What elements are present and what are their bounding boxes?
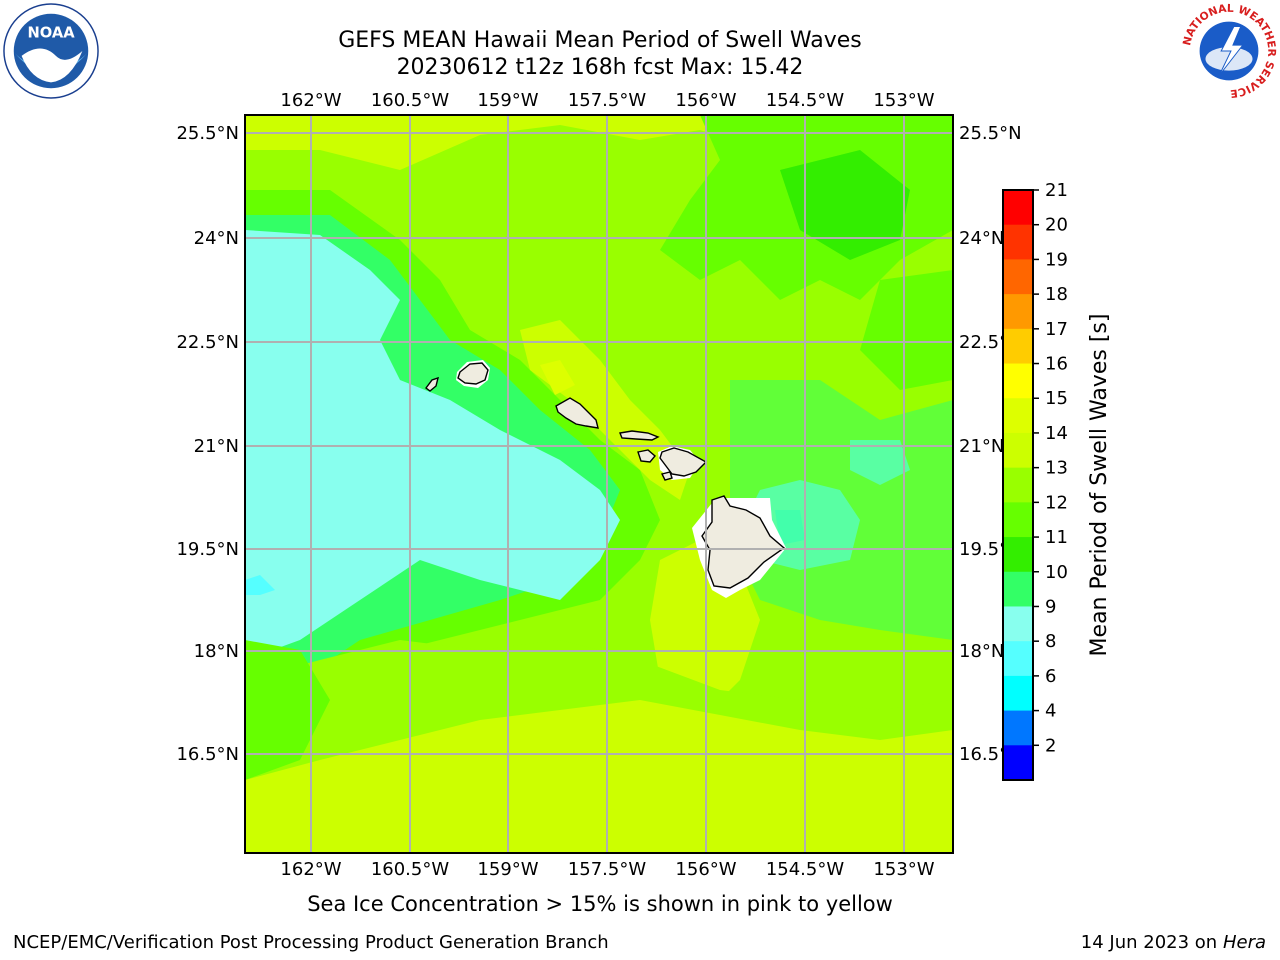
producer-credit: NCEP/EMC/Verification Post Processing Pr…	[13, 932, 609, 953]
lat-label-left: 19.5°N	[176, 539, 239, 560]
lat-label-right: 18°N	[959, 641, 1004, 662]
colorbar-tick-label: 20	[1045, 215, 1068, 236]
colorbar-segment	[1003, 259, 1033, 295]
colorbar-segment	[1003, 294, 1033, 330]
colorbar-segment	[1003, 224, 1033, 260]
lon-label-top: 160.5°W	[371, 90, 450, 111]
colorbar-segment	[1003, 675, 1033, 712]
colorbar-segment	[1003, 641, 1033, 677]
lon-label-bottom: 160.5°W	[371, 859, 450, 880]
island-kahoolawe	[660, 471, 673, 481]
colorbar-tick-label: 8	[1045, 631, 1056, 652]
colorbar-tick-label: 14	[1045, 423, 1068, 444]
island-niihau	[425, 376, 439, 392]
colorbar-tick-label: 6	[1045, 666, 1056, 687]
contour-6-8-west	[245, 575, 275, 595]
lon-label-bottom: 153°W	[873, 859, 934, 880]
lat-label-right: 25.5°N	[959, 123, 1022, 144]
date-text: 14 Jun 2023 on	[1080, 932, 1218, 953]
swell-period-field	[245, 115, 953, 853]
colorbar-segment	[1003, 328, 1033, 365]
lon-label-bottom: 157.5°W	[568, 859, 647, 880]
colorbar-tick-label: 11	[1045, 527, 1068, 548]
colorbar-tick-label: 4	[1045, 701, 1056, 722]
colorbar-segment	[1003, 190, 1033, 226]
svg-text:NOAA: NOAA	[27, 24, 75, 41]
colorbar-tick-label: 9	[1045, 596, 1056, 617]
island-maui	[659, 447, 708, 477]
contour-11-12-sw	[245, 640, 330, 780]
lon-label-top: 157.5°W	[568, 90, 647, 111]
lat-label-left: 25.5°N	[176, 123, 239, 144]
colorbar-tick-label: 13	[1045, 458, 1068, 479]
lat-label-right: 21°N	[959, 436, 1004, 457]
map-gridlines	[245, 115, 953, 853]
island-molokai	[619, 430, 660, 441]
contour-14-15	[540, 360, 575, 395]
nws-logo: NATIONAL WEATHER SERVICE	[1180, 2, 1278, 100]
map-frame	[244, 114, 954, 854]
lon-label-top: 156°W	[675, 90, 736, 111]
map-subtitle: 20230612 t12z 168h fcst Max: 15.42	[396, 55, 804, 80]
generation-date: 14 Jun 2023 on Hera	[1081, 932, 1266, 953]
lon-label-bottom: 159°W	[477, 859, 538, 880]
colorbar-segment	[1003, 502, 1033, 538]
lat-label-left: 21°N	[194, 436, 239, 457]
noaa-logo: NOAA	[3, 3, 99, 99]
colorbar-tick-label: 17	[1045, 319, 1068, 340]
lat-label-left: 22.5°N	[176, 332, 239, 353]
lon-label-bottom: 156°W	[675, 859, 736, 880]
contour-11-12-ne	[860, 270, 953, 390]
lon-label-bottom: 154.5°W	[766, 859, 845, 880]
map-title: GEFS MEAN Hawaii Mean Period of Swell Wa…	[338, 28, 862, 53]
colorbar-tick-label: 10	[1045, 562, 1068, 583]
colorbar-segment	[1003, 537, 1033, 573]
lon-label-top: 162°W	[280, 90, 341, 111]
colorbar-tick-label: 16	[1045, 354, 1068, 375]
lat-label-left: 18°N	[194, 641, 239, 662]
colorbar: 21 20 19 18 17 16 15 14 13 12 11 10 9 8 6 4 2	[1003, 180, 1068, 781]
colorbar-segment	[1003, 398, 1033, 434]
colorbar-segment	[1003, 606, 1033, 642]
colorbar-segment	[1003, 571, 1033, 607]
lat-label-left: 16.5°N	[176, 744, 239, 765]
lat-label-left: 24°N	[194, 228, 239, 249]
colorbar-tick-label: 15	[1045, 388, 1068, 409]
colorbar-segment	[1003, 432, 1033, 469]
lon-label-bottom: 162°W	[280, 859, 341, 880]
contour-12-13-south	[245, 640, 953, 780]
colorbar-tick-label: 12	[1045, 492, 1068, 513]
colorbar-frame	[1002, 189, 1034, 781]
colorbar-segment	[1003, 363, 1033, 399]
island-lanai	[637, 449, 656, 463]
colorbar-tick-label: 19	[1045, 249, 1068, 270]
lon-label-top: 153°W	[873, 90, 934, 111]
colorbar-segment	[1003, 710, 1033, 746]
colorbar-tick-label: 2	[1045, 735, 1056, 756]
lon-label-top: 159°W	[477, 90, 538, 111]
colorbar-segment	[1003, 467, 1033, 503]
sea-ice-note: Sea Ice Concentration > 15% is shown in …	[307, 892, 893, 916]
colorbar-tick-label: 21	[1045, 180, 1068, 201]
contour-10-11	[780, 150, 910, 260]
colorbar-segment	[1003, 745, 1033, 781]
lat-label-right: 24°N	[959, 228, 1004, 249]
island-kauai	[457, 362, 489, 385]
colorbar-tick-label: 18	[1045, 284, 1068, 305]
island-oahu	[555, 397, 599, 429]
host-name: Hera	[1222, 932, 1266, 953]
lon-label-top: 154.5°W	[766, 90, 845, 111]
colorbar-label: Mean Period of Swell Waves [s]	[1087, 314, 1112, 657]
